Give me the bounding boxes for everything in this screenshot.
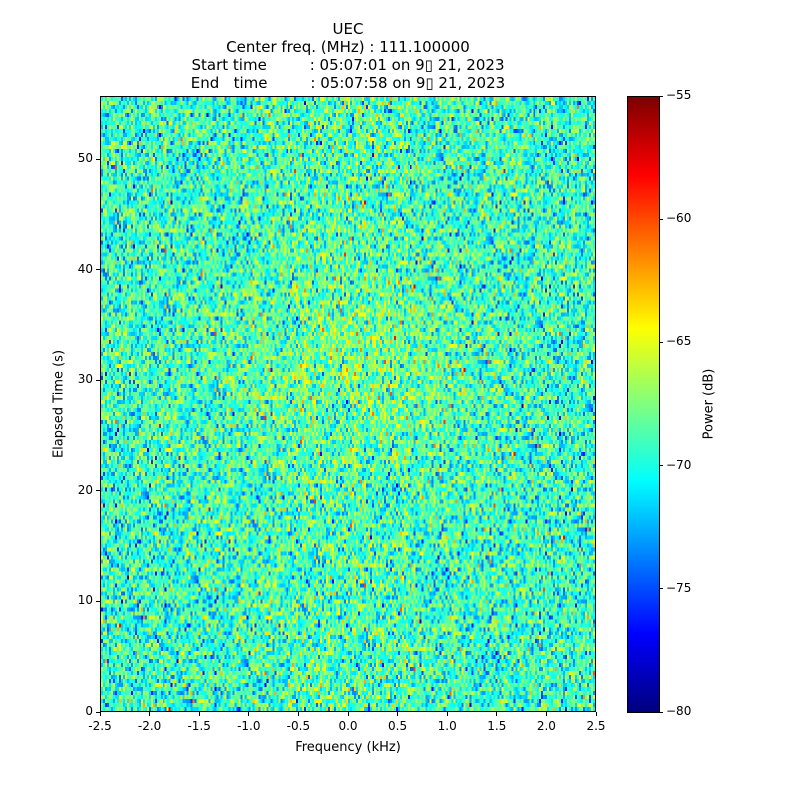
x-tick-mark — [198, 712, 200, 716]
colorbar-tick-mark — [659, 341, 663, 343]
colorbar-tick-label: −65 — [666, 334, 692, 349]
heatmap-cells — [101, 97, 595, 711]
y-tick-label: 50 — [77, 151, 93, 166]
colorbar-gradient — [628, 97, 659, 712]
title-line: UEC — [332, 20, 364, 38]
x-tick-mark — [397, 712, 399, 716]
colorbar — [627, 96, 660, 713]
y-tick-label: 10 — [77, 593, 93, 608]
colorbar-tick-label: −55 — [666, 88, 692, 102]
colorbar-tick-mark — [659, 218, 663, 220]
y-tick-label: 30 — [77, 372, 93, 387]
x-tick-mark — [496, 712, 498, 716]
y-tick-mark — [96, 269, 100, 271]
title-line: Center freq. (MHz) : 111.100000 — [226, 38, 470, 56]
y-tick-mark — [96, 490, 100, 492]
colorbar-tick-mark — [659, 588, 663, 590]
y-tick-mark — [96, 711, 100, 713]
x-tick-label: 0.5 — [388, 719, 408, 733]
x-tick-mark — [248, 712, 250, 716]
x-tick-label: 2.0 — [536, 719, 556, 733]
y-tick-label: 0 — [85, 704, 93, 718]
x-tick-label: 1.0 — [437, 719, 457, 733]
x-axis-label: Frequency (kHz) — [295, 740, 401, 755]
y-tick-label: 20 — [77, 482, 93, 497]
x-tick-label: -0.5 — [286, 719, 311, 733]
x-tick-label: 0.0 — [338, 719, 358, 733]
colorbar-tick-label: −60 — [666, 211, 692, 226]
y-tick-label: 40 — [77, 261, 93, 276]
y-tick-mark — [96, 158, 100, 160]
x-tick-mark — [545, 712, 547, 716]
title-line: Start time : 05:07:01 on 9▯ 21, 2023 — [191, 56, 505, 74]
y-tick-mark — [96, 379, 100, 381]
x-tick-mark — [99, 712, 101, 716]
x-tick-mark — [595, 712, 597, 716]
x-tick-label: 2.5 — [586, 719, 606, 733]
colorbar-label: Power (dB) — [701, 368, 717, 440]
spectrogram-plot — [100, 96, 596, 712]
colorbar-tick-mark — [659, 711, 663, 713]
x-tick-mark — [347, 712, 349, 716]
x-tick-label: 1.5 — [487, 719, 507, 733]
x-tick-label: -2.5 — [88, 719, 112, 733]
x-tick-label: -1.5 — [187, 719, 211, 733]
colorbar-tick-mark — [659, 465, 663, 467]
x-tick-label: -1.0 — [237, 719, 261, 733]
colorbar-tick-mark — [659, 95, 663, 97]
colorbar-tick-label: −70 — [666, 457, 692, 472]
x-tick-label: -2.0 — [137, 719, 162, 733]
x-tick-mark — [446, 712, 448, 716]
y-tick-mark — [96, 600, 100, 602]
x-tick-mark — [149, 712, 151, 716]
title-line: End time : 05:07:58 on 9▯ 21, 2023 — [190, 74, 506, 92]
colorbar-tick-label: −80 — [666, 704, 692, 718]
x-tick-mark — [297, 712, 299, 716]
y-axis-label: Elapsed Time (s) — [51, 349, 67, 459]
colorbar-tick-label: −75 — [666, 580, 692, 595]
